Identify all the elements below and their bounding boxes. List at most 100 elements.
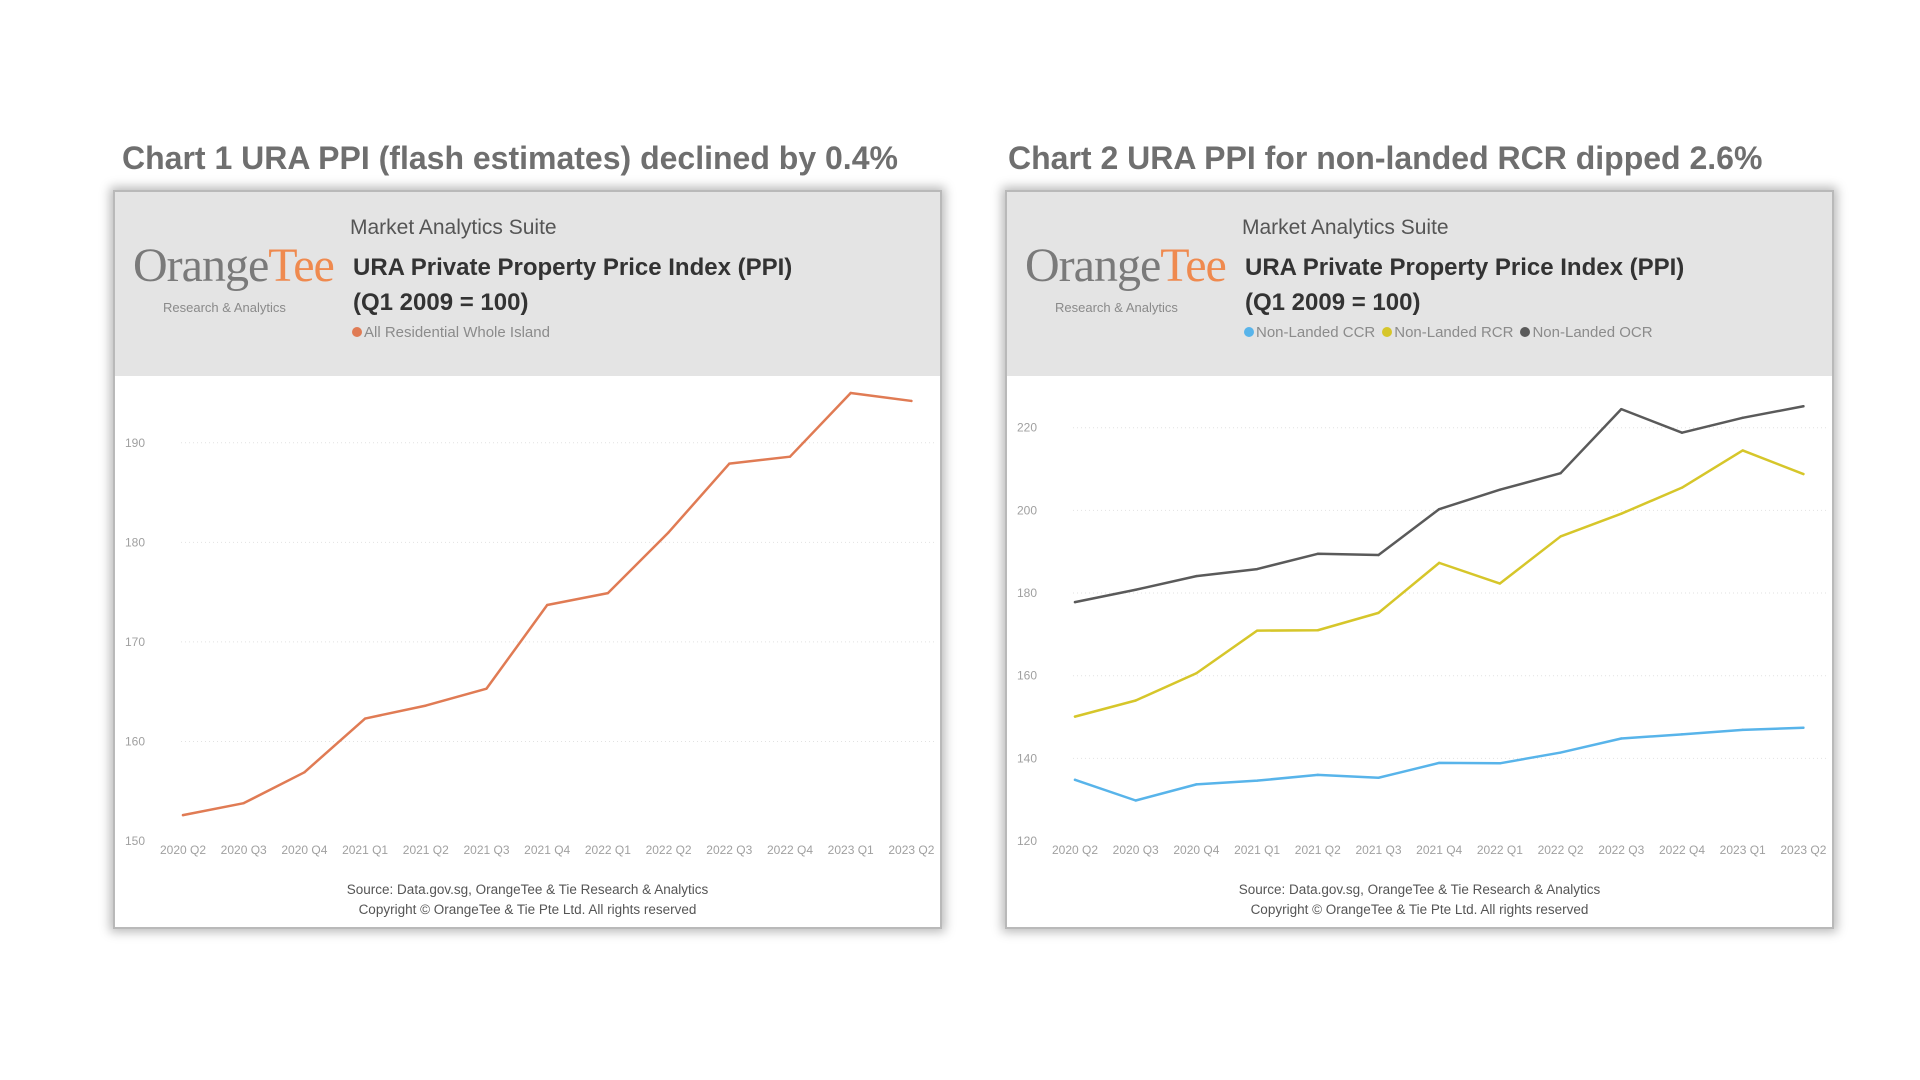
data-point <box>1559 751 1562 754</box>
data-point <box>1073 600 1077 604</box>
legend-item: All Residential Whole Island <box>352 324 550 341</box>
series-line <box>1073 449 1805 718</box>
y-tick-label: 180 <box>1017 586 1037 600</box>
y-tick-label: 180 <box>125 535 145 549</box>
data-point <box>1802 472 1805 476</box>
chart-2-header: OrangeTee Research & Analytics Market An… <box>1007 192 1832 376</box>
series-line <box>1073 404 1805 604</box>
chart-title-line-2: (Q1 2009 = 100) <box>353 289 529 316</box>
data-point <box>1559 535 1562 538</box>
y-tick-label: 160 <box>1017 669 1037 683</box>
suite-label: Market Analytics Suite <box>350 216 557 239</box>
y-tick-label: 200 <box>1017 503 1037 517</box>
x-tick-label: 2021 Q2 <box>1295 843 1341 857</box>
data-point <box>1620 512 1623 515</box>
x-tick-label: 2020 Q4 <box>1173 843 1219 857</box>
legend-item: Non-Landed OCR <box>1520 324 1653 341</box>
x-tick-label: 2022 Q1 <box>1477 843 1523 857</box>
data-point <box>1073 778 1077 782</box>
x-tick-label: 2023 Q1 <box>828 843 874 857</box>
legend-marker <box>352 327 362 337</box>
data-point <box>485 687 488 690</box>
x-tick-label: 2021 Q3 <box>463 843 509 857</box>
x-tick-label: 2023 Q2 <box>1780 843 1826 857</box>
data-point <box>1498 762 1502 765</box>
chart-1-plot: 150 160 170 180 190 2020 Q2 2020 Q3 2020 Q4 2021… <box>125 391 935 857</box>
y-tick-label: 160 <box>125 734 145 748</box>
logo-subtitle: Research & Analytics <box>163 300 286 315</box>
chart-title-line-2: (Q1 2009 = 100) <box>1245 289 1421 316</box>
x-tick-label: 2020 Q4 <box>281 843 327 857</box>
data-point <box>1741 416 1744 420</box>
data-point <box>1741 728 1744 732</box>
data-point <box>424 704 427 707</box>
y-tick-label: 190 <box>125 436 145 450</box>
data-point <box>1195 672 1198 675</box>
data-point <box>1255 779 1259 782</box>
x-tick-label: 2020 Q3 <box>221 843 267 857</box>
y-tick-label: 120 <box>1017 834 1037 848</box>
data-point <box>1680 431 1684 434</box>
data-point <box>1438 761 1441 765</box>
legend-item: Non-Landed RCR <box>1382 324 1513 341</box>
data-point <box>728 462 731 465</box>
data-point <box>849 391 852 395</box>
data-point <box>667 531 670 534</box>
data-point <box>1802 726 1805 729</box>
x-tick-label: 2021 Q1 <box>342 843 388 857</box>
data-point <box>1255 567 1259 571</box>
source-line: Source: Data.gov.sg, OrangeTee & Tie Res… <box>1238 882 1601 897</box>
y-tick-label: 220 <box>1017 421 1037 435</box>
x-tick-label: 2022 Q4 <box>1659 843 1705 857</box>
x-tick-label: 2022 Q3 <box>706 843 752 857</box>
chart-title-line-1: URA Private Property Price Index (PPI) <box>353 254 793 281</box>
x-tick-label: 2022 Q4 <box>767 843 813 857</box>
legend-label: Non-Landed RCR <box>1394 324 1514 341</box>
data-point <box>1620 737 1623 740</box>
series-line <box>1073 726 1805 802</box>
x-tick-label: 2022 Q2 <box>646 843 692 857</box>
x-tick-label: 2023 Q1 <box>1720 843 1766 857</box>
logo-subtitle: Research & Analytics <box>1055 300 1178 315</box>
data-point <box>1620 407 1623 411</box>
orangetee-logo: OrangeTee <box>1025 239 1227 292</box>
x-tick-label: 2022 Q2 <box>1538 843 1584 857</box>
x-tick-label: 2020 Q2 <box>1052 843 1098 857</box>
data-point <box>303 771 306 774</box>
data-point <box>1802 405 1805 408</box>
data-point <box>242 801 245 805</box>
data-point <box>546 603 549 607</box>
data-point <box>1438 561 1441 565</box>
source-note: Source: Data.gov.sg, OrangeTee & Tie Res… <box>115 880 940 920</box>
data-point <box>1255 629 1259 632</box>
chart-title: URA Private Property Price Index (PPI) (… <box>1245 250 1684 320</box>
x-tick-label: 2022 Q1 <box>585 843 631 857</box>
data-point <box>1438 507 1441 511</box>
chart-legend: All Residential Whole Island <box>352 324 557 341</box>
legend-marker <box>1244 327 1254 337</box>
copyright-line: Copyright © OrangeTee & Tie Pte Ltd. All… <box>1250 902 1589 917</box>
data-point <box>606 591 610 595</box>
chart-1-heading: Chart 1 URA PPI (flash estimates) declin… <box>122 140 898 176</box>
legend-marker <box>1382 327 1393 337</box>
data-point <box>1316 773 1319 777</box>
x-tick-label: 2021 Q4 <box>1416 843 1462 857</box>
copyright-line: Copyright © OrangeTee & Tie Pte Ltd. All… <box>358 902 697 917</box>
chart-legend: Non-Landed CCR Non-Landed RCR Non-Landed O… <box>1244 324 1660 341</box>
data-point <box>1134 588 1137 591</box>
data-point <box>1134 799 1137 802</box>
chart-1-panel: OrangeTee Research & Analytics Market An… <box>113 190 942 929</box>
chart-1-header: OrangeTee Research & Analytics Market An… <box>115 192 940 376</box>
data-point <box>1377 611 1380 615</box>
data-point <box>1195 574 1198 578</box>
y-tick-label: 140 <box>1017 751 1037 765</box>
x-tick-label: 2022 Q3 <box>1598 843 1644 857</box>
suite-label: Market Analytics Suite <box>1242 216 1449 239</box>
data-point <box>1559 471 1562 475</box>
legend-label: Non-Landed CCR <box>1256 324 1376 341</box>
legend-item: Non-Landed CCR <box>1244 324 1375 341</box>
data-point <box>1498 582 1502 585</box>
orangetee-logo: OrangeTee <box>133 239 335 292</box>
x-tick-label: 2020 Q3 <box>1113 843 1159 857</box>
legend-label: All Residential Whole Island <box>364 324 550 341</box>
